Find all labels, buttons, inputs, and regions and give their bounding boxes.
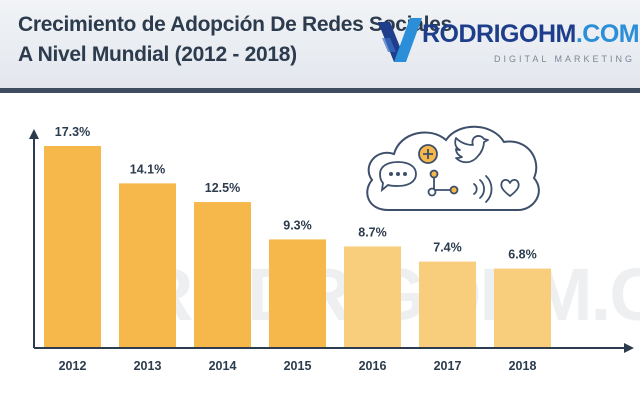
- brand-name: RODRIGOHM.COM: [422, 20, 640, 49]
- data-label-2015: 9.3%: [283, 218, 312, 232]
- data-label-2012: 17.3%: [55, 125, 90, 139]
- bar-2016: [344, 246, 401, 348]
- bar-2014: [194, 202, 251, 348]
- header-divider: [0, 88, 640, 93]
- tick-label-2016: 2016: [359, 359, 387, 373]
- x-axis-arrow: [624, 343, 634, 353]
- header-band: Crecimiento de Adopción De Redes Sociale…: [0, 0, 640, 88]
- data-label-2016: 8.7%: [358, 225, 387, 239]
- data-label-2017: 7.4%: [433, 241, 462, 255]
- brand-name-suffix: .COM: [575, 20, 640, 48]
- bar-2017: [419, 261, 476, 348]
- social-cloud-illustration: [366, 125, 540, 211]
- heart-icon: [500, 178, 520, 197]
- bar-2012: [44, 146, 101, 348]
- title-line-2: A Nivel Mundial (2012 - 2018): [18, 43, 297, 66]
- plus-icon: [418, 144, 438, 164]
- title-line-1: Crecimiento de Adopción De Redes Sociale…: [18, 13, 452, 36]
- signal-icon: [473, 175, 493, 203]
- brand-name-main: RODRIGOHM: [422, 20, 576, 48]
- tick-label-2017: 2017: [434, 359, 462, 373]
- bar-2018: [494, 268, 551, 348]
- bar-2015: [269, 239, 326, 348]
- bird-icon: [454, 135, 489, 164]
- logo-mark-icon: [378, 18, 422, 62]
- tick-label-2013: 2013: [134, 359, 162, 373]
- chat-bubble-icon: [379, 161, 417, 193]
- tick-label-2014: 2014: [209, 359, 237, 373]
- share-icon: [427, 169, 459, 197]
- data-label-2014: 12.5%: [205, 181, 240, 195]
- brand-tagline: DIGITAL MARKETING: [494, 54, 636, 64]
- brand-logo: RODRIGOHM.COM DIGITAL MARKETING: [376, 14, 640, 74]
- y-axis-arrow: [29, 129, 39, 139]
- data-label-2013: 14.1%: [130, 162, 165, 176]
- tick-label-2012: 2012: [59, 359, 87, 373]
- data-label-2018: 6.8%: [508, 248, 537, 262]
- cloud-icon: [366, 125, 540, 211]
- bar-2013: [119, 183, 176, 348]
- tick-label-2018: 2018: [509, 359, 537, 373]
- tick-label-2015: 2015: [284, 359, 312, 373]
- page-title: Crecimiento de Adopción De Redes Sociale…: [18, 10, 452, 70]
